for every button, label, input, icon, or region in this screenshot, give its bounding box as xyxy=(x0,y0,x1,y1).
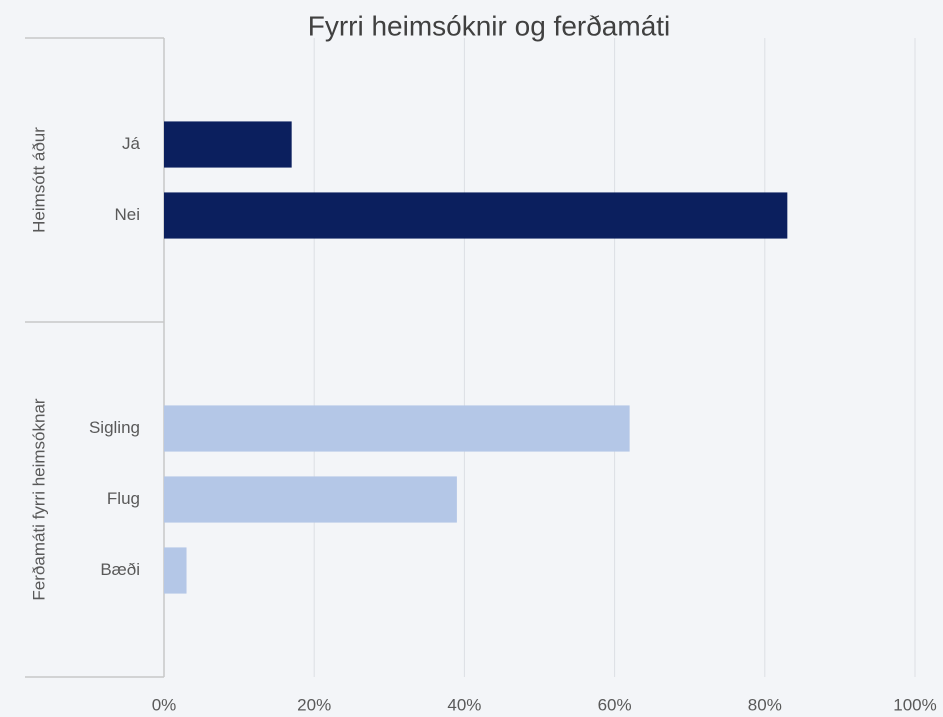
y-tick-label: Já xyxy=(122,134,141,153)
bar xyxy=(164,121,292,168)
y-tick-label: Sigling xyxy=(89,418,140,437)
x-tick-label: 100% xyxy=(893,695,936,714)
x-tick-label: 0% xyxy=(152,695,177,714)
y-tick-label: Bæði xyxy=(100,560,140,579)
x-tick-label: 60% xyxy=(598,695,632,714)
y-tick-label: Nei xyxy=(114,205,140,224)
x-tick-label: 20% xyxy=(297,695,331,714)
bar xyxy=(164,192,788,239)
y-tick-label: Flug xyxy=(107,489,140,508)
bar xyxy=(164,405,630,452)
bar xyxy=(164,547,187,594)
bar xyxy=(164,476,457,523)
group-label: Ferðamáti fyrri heimsóknar xyxy=(29,398,48,601)
group-label: Heimsótt áður xyxy=(29,127,48,233)
chart-title: Fyrri heimsóknir og ferðamáti xyxy=(308,10,671,41)
x-tick-label: 40% xyxy=(447,695,481,714)
x-tick-label: 80% xyxy=(748,695,782,714)
